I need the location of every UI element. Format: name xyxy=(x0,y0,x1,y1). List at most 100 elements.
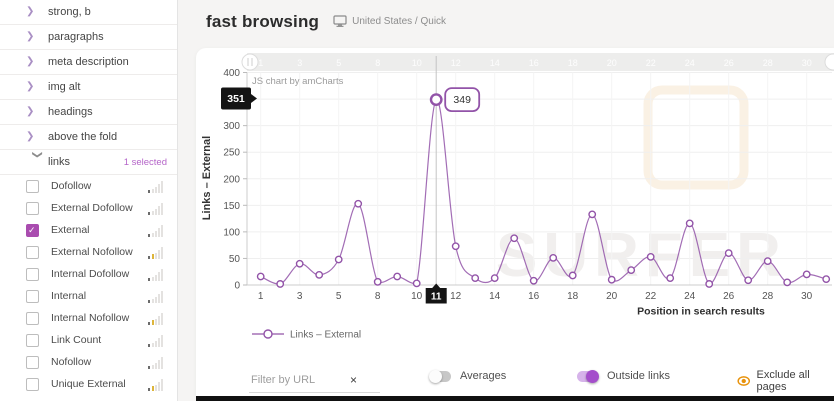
data-point[interactable] xyxy=(705,280,714,288)
sidebar-item-label: Internal xyxy=(51,290,87,302)
scrollbar-left-handle[interactable] xyxy=(241,53,259,71)
data-point[interactable] xyxy=(744,276,753,285)
data-point[interactable] xyxy=(393,272,402,281)
mini-histogram-icon xyxy=(148,290,163,303)
checkbox-internal[interactable] xyxy=(26,289,39,303)
data-point[interactable] xyxy=(490,274,499,282)
sidebar-item-internal-nofollow[interactable]: Internal Nofollow xyxy=(0,307,177,329)
outside-links-toggle[interactable]: Outside links xyxy=(577,369,670,383)
sidebar-item-dofollow[interactable]: Dofollow xyxy=(0,175,177,197)
data-point[interactable] xyxy=(607,275,616,284)
filters-sidebar: ❯ strong, b ❯ paragraphs ❯ meta description ❯ i… xyxy=(0,0,178,401)
svg-text:18: 18 xyxy=(568,58,578,68)
sidebar-item-external-dofollow[interactable]: External Dofollow xyxy=(0,197,177,219)
sidebar-section-paragraphs[interactable]: ❯ paragraphs xyxy=(0,25,177,50)
data-point[interactable] xyxy=(588,210,597,219)
selected-data-point[interactable] xyxy=(429,93,443,106)
sidebar-item-internal-dofollow[interactable]: Internal Dofollow xyxy=(0,263,177,285)
svg-text:10: 10 xyxy=(412,58,422,68)
checkbox-internal-nofollow[interactable] xyxy=(26,311,39,325)
toggle-knob[interactable] xyxy=(429,369,442,383)
data-point[interactable] xyxy=(568,271,577,280)
axis-cursor-value: 351 xyxy=(227,93,245,105)
brand-watermark: SURFER xyxy=(496,221,787,290)
y-tick-label: 400 xyxy=(223,68,240,79)
sidebar-section-img-alt[interactable]: ❯ img alt xyxy=(0,75,177,100)
sidebar-section-meta-description[interactable]: ❯ meta description xyxy=(0,50,177,75)
clear-filter-icon[interactable]: × xyxy=(350,373,358,387)
x-tick-label: 28 xyxy=(762,291,774,302)
sidebar-item-external[interactable]: External xyxy=(0,219,177,241)
data-point[interactable] xyxy=(276,280,285,288)
sidebar-section-label: above the fold xyxy=(48,131,118,143)
data-point[interactable] xyxy=(666,274,675,282)
data-point[interactable] xyxy=(685,219,694,228)
sidebar-section-headings[interactable]: ❯ headings xyxy=(0,100,177,125)
data-point[interactable] xyxy=(295,259,304,268)
x-tick-label: 14 xyxy=(489,291,501,302)
amcharts-credit: JS chart by amCharts xyxy=(252,76,344,87)
sidebar-item-link-count[interactable]: Link Count xyxy=(0,329,177,351)
toggle-knob[interactable] xyxy=(586,369,599,383)
data-point[interactable] xyxy=(510,234,519,243)
mini-histogram-icon xyxy=(148,246,163,259)
svg-text:16: 16 xyxy=(529,58,539,68)
data-point[interactable] xyxy=(315,271,324,279)
data-point[interactable] xyxy=(646,252,655,261)
checkbox-external-dofollow[interactable] xyxy=(26,201,39,215)
chart-zoom-scrollbar[interactable] xyxy=(247,53,834,71)
data-point[interactable] xyxy=(412,279,421,288)
data-point[interactable] xyxy=(763,257,772,265)
data-point[interactable] xyxy=(783,278,792,287)
checkbox-link-count[interactable] xyxy=(26,333,39,347)
chevron-right-icon: ❯ xyxy=(26,30,35,42)
data-point[interactable] xyxy=(822,275,831,284)
checkbox-internal-dofollow[interactable] xyxy=(26,267,39,281)
sidebar-item-nofollow[interactable]: Nofollow xyxy=(0,351,177,373)
data-point[interactable] xyxy=(256,272,265,281)
checkbox-dofollow[interactable] xyxy=(26,179,39,193)
x-tick-label: 1 xyxy=(258,291,264,302)
toggle-off-track[interactable] xyxy=(429,369,451,383)
checkbox-nofollow[interactable] xyxy=(26,355,39,369)
sidebar-section-label: paragraphs xyxy=(48,31,104,43)
x-tick-label: 5 xyxy=(336,291,342,302)
monitor-icon xyxy=(333,15,347,27)
data-point[interactable] xyxy=(549,254,558,262)
exclude-all-pages-button[interactable]: Exclude all pages xyxy=(737,369,834,393)
data-point[interactable] xyxy=(627,266,636,275)
filter-url-input[interactable] xyxy=(249,373,348,387)
data-point[interactable] xyxy=(334,255,343,264)
checkbox-external[interactable] xyxy=(26,223,39,237)
data-point[interactable] xyxy=(354,199,363,208)
checkbox-unique-external[interactable] xyxy=(26,377,39,391)
links-external-chart[interactable]: 1 3 5 8 10 12 14 16 18 20 22 24 26 28 30SURFER05010015… xyxy=(196,48,834,350)
data-point[interactable] xyxy=(529,276,538,285)
checkbox-external-nofollow[interactable] xyxy=(26,245,39,259)
sidebar-section-strong-b[interactable]: ❯ strong, b xyxy=(0,0,177,25)
legend-label[interactable]: Links – External xyxy=(290,330,361,341)
sidebar-section-links[interactable]: ❯ links 1 selected xyxy=(0,150,177,175)
svg-text:8: 8 xyxy=(375,58,380,68)
mini-histogram-icon xyxy=(148,180,163,193)
svg-text:28: 28 xyxy=(763,58,773,68)
data-point[interactable] xyxy=(802,270,811,279)
sidebar-item-unique-external[interactable]: Unique External xyxy=(0,373,177,395)
svg-text:11: 11 xyxy=(431,292,442,303)
data-point[interactable] xyxy=(373,277,382,286)
scrollbar-right-handle[interactable] xyxy=(824,53,834,71)
sidebar-item-external-nofollow[interactable]: External Nofollow xyxy=(0,241,177,263)
brand-shield-watermark xyxy=(643,85,749,190)
sidebar-item-internal[interactable]: Internal xyxy=(0,285,177,307)
filter-by-url-field[interactable]: × xyxy=(249,368,380,393)
sidebar-item-label: Nofollow xyxy=(51,356,92,368)
y-tick-label: 250 xyxy=(223,148,240,159)
data-point[interactable] xyxy=(451,242,460,251)
y-tick-label: 300 xyxy=(223,121,240,132)
toggle-on-track[interactable] xyxy=(577,369,599,383)
data-point[interactable] xyxy=(724,249,733,258)
svg-text:1: 1 xyxy=(258,58,263,68)
data-point[interactable] xyxy=(471,274,480,282)
sidebar-section-above-the-fold[interactable]: ❯ above the fold xyxy=(0,125,177,150)
averages-toggle[interactable]: Averages xyxy=(429,369,506,383)
